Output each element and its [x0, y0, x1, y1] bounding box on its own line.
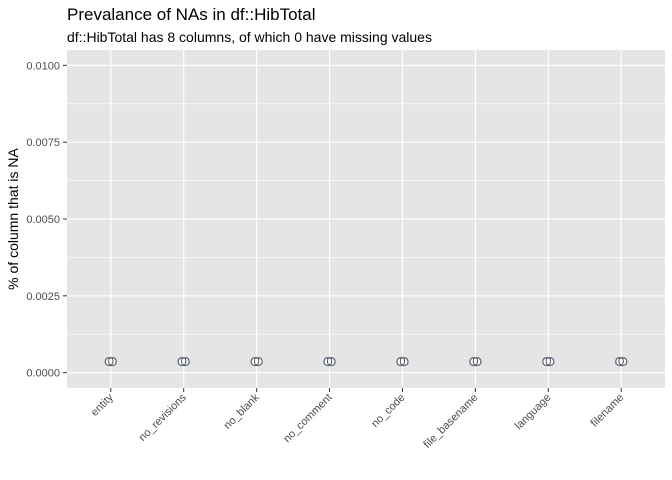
- data-label-box: [396, 357, 409, 367]
- data-label: 0: [469, 356, 482, 368]
- data-label-box: [104, 357, 117, 367]
- y-tick-label: 0.0075: [26, 137, 60, 149]
- x-tick-label: language: [513, 392, 554, 433]
- y-tick-label: 0.0025: [26, 291, 60, 303]
- data-label-text: 0: [326, 356, 332, 368]
- data-label: 0: [323, 356, 336, 368]
- data-label: 0: [542, 356, 555, 368]
- x-tick-label: filename: [588, 392, 626, 430]
- y-axis: 0.0000 0.0025 0.0050 0.0075 0.0100: [26, 60, 67, 380]
- chart-subtitle: df::HibTotal has 8 columns, of which 0 h…: [67, 29, 432, 45]
- x-tick-label: no_code: [369, 392, 407, 430]
- data-label-box: [177, 357, 190, 367]
- major-gridlines: [67, 50, 665, 388]
- minor-gridlines: [67, 103, 665, 335]
- data-label-box: [542, 357, 555, 367]
- data-label-text: 0: [545, 356, 551, 368]
- data-label-box: [250, 357, 263, 367]
- data-label-box: [323, 357, 336, 367]
- data-label-text: 0: [181, 356, 187, 368]
- chart-title: Prevalance of NAs in df::HibTotal: [67, 5, 316, 24]
- y-tick-label: 0.0100: [26, 60, 60, 72]
- data-label: 0: [177, 356, 190, 368]
- data-label-text: 0: [472, 356, 478, 368]
- data-label: 0: [396, 356, 409, 368]
- y-tick-label: 0.0000: [26, 368, 60, 380]
- data-label-text: 0: [254, 356, 260, 368]
- x-tick-label: file_basename: [421, 392, 480, 451]
- y-axis-title: % of column that is NA: [5, 148, 21, 290]
- data-label-text: 0: [399, 356, 405, 368]
- data-label-text: 0: [108, 356, 114, 368]
- x-tick-label: no_blank: [222, 391, 262, 431]
- x-tick-label: no_revisions: [137, 391, 190, 444]
- data-label: 0: [104, 356, 117, 368]
- x-axis: entity no_revisions no_blank no_comment no_c…: [89, 388, 626, 451]
- data-label: 0: [250, 356, 263, 368]
- x-tick-label: entity: [89, 391, 116, 418]
- x-tick-label: no_comment: [281, 392, 334, 445]
- data-label-box: [615, 357, 628, 367]
- data-label-box: [469, 357, 482, 367]
- data-labels: 0 0 0 0 0 0 0 0: [104, 356, 628, 368]
- y-tick-label: 0.0050: [26, 214, 60, 226]
- data-label-text: 0: [618, 356, 624, 368]
- data-label: 0: [615, 356, 628, 368]
